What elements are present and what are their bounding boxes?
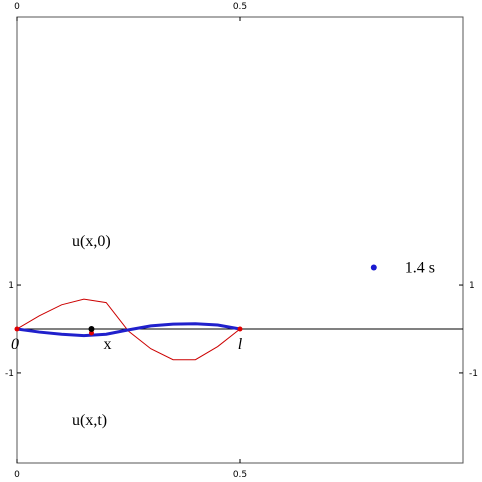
annotation: u(x,t) [72,412,107,429]
point [14,326,20,332]
point-label: x [103,336,111,353]
point-label: l [238,336,243,353]
y-tick-label: 1 [469,281,475,291]
y-tick-label: -1 [469,369,478,379]
point [88,330,94,336]
time-marker [370,264,377,271]
point-label: 0 [11,336,19,353]
y-tick-label: -1 [5,369,14,379]
annotation: u(x,0) [72,233,111,250]
point [237,326,243,332]
x-tick-label: 0 [14,2,20,12]
y-tick-label: 1 [8,281,14,291]
curve [16,322,241,338]
x-tick-label: 0.5 [233,2,247,12]
x-tick-label: 0 [14,470,20,480]
x-marker [88,325,95,332]
x-tick-label: 0.5 [233,470,247,480]
time-label: 1.4 s [405,259,435,276]
